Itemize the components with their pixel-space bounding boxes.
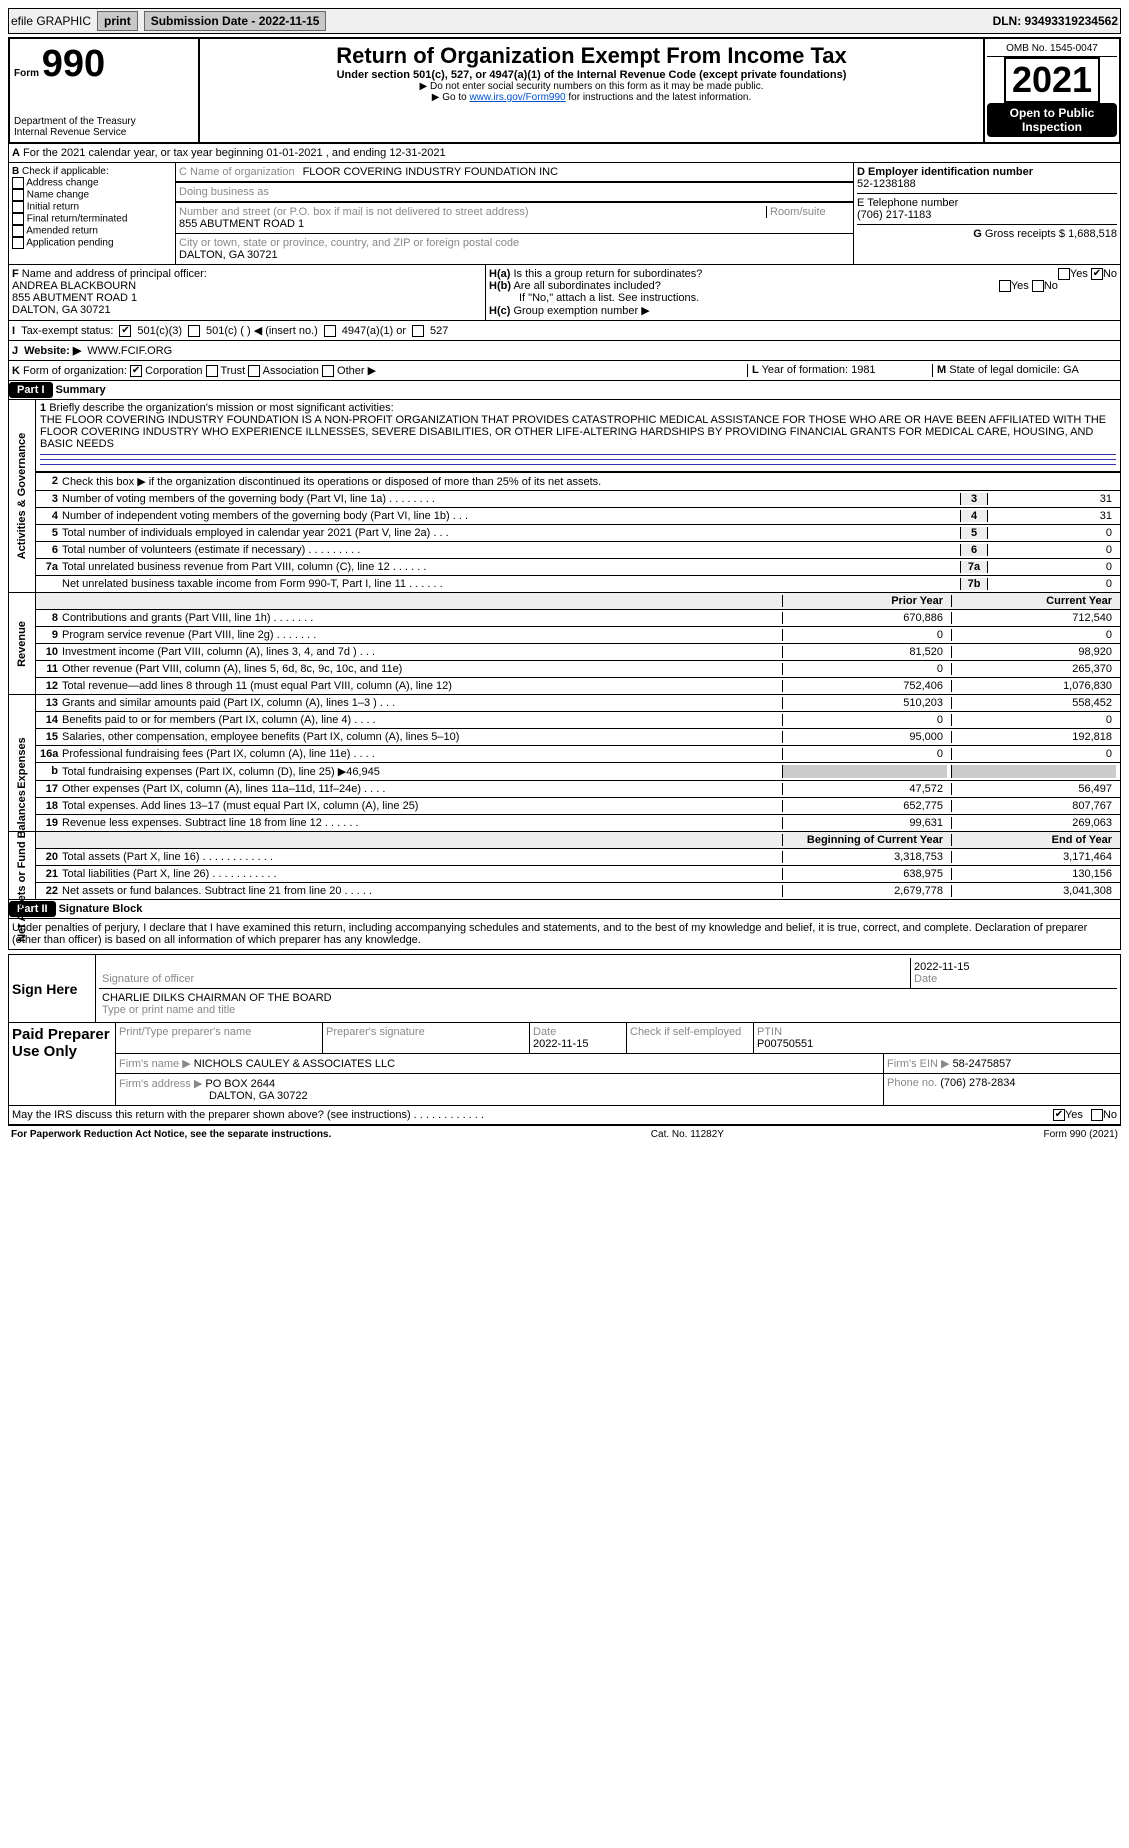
phone: (706) 217-1183 [857,209,931,221]
vtab-revenue: Revenue [9,593,36,694]
tax-year: 2021 [1004,57,1100,103]
subtitle-3: ▶ Go to www.irs.gov/Form990 for instruct… [204,92,979,103]
row-fh: F Name and address of principal officer:… [8,265,1121,321]
row-a: A For the 2021 calendar year, or tax yea… [8,144,1121,163]
box-h: H(a) Is this a group return for subordin… [486,265,1120,320]
irs-link[interactable]: www.irs.gov/Form990 [469,92,565,103]
checkbox-501c3[interactable] [119,325,131,337]
dln: DLN: 93493319234562 [993,14,1118,28]
city: DALTON, GA 30721 [179,249,278,261]
expenses-section: Expenses 13Grants and similar amounts pa… [8,695,1121,832]
row-klm: K Form of organization: Corporation Trus… [8,361,1121,381]
box-b: B Check if applicable: Address change Na… [9,163,176,264]
checkbox-no[interactable] [1091,268,1103,280]
line-19: 19Revenue less expenses. Subtract line 1… [36,814,1120,831]
line-11: 11Other revenue (Part VIII, column (A), … [36,660,1120,677]
line-6: 6Total number of volunteers (estimate if… [36,541,1120,558]
open-inspection: Open to PublicInspection [987,103,1117,137]
checkbox-initial[interactable] [12,201,24,213]
vtab-netassets: Net Assets or Fund Balances [9,832,36,899]
firm-name: NICHOLS CAULEY & ASSOCIATES LLC [194,1058,395,1070]
irs-label: Internal Revenue Service [14,127,194,138]
line-3: 3Number of voting members of the governi… [36,490,1120,507]
paid-preparer-label: Paid Preparer Use Only [9,1023,116,1105]
row-j: J Website: ▶ WWW.FCIF.ORG [8,341,1121,361]
checkbox-amended[interactable] [12,225,24,237]
signature-block: Sign Here Signature of officer2022-11-15… [8,954,1121,1023]
line-14: 14Benefits paid to or for members (Part … [36,711,1120,728]
line-15: 15Salaries, other compensation, employee… [36,728,1120,745]
line-12: 12Total revenue—add lines 8 through 11 (… [36,677,1120,694]
line-2: 2Check this box ▶ if the organization di… [36,472,1120,490]
efile-bar: efile GRAPHIC print Submission Date - 20… [8,8,1121,34]
line-20: 20Total assets (Part X, line 16) . . . .… [36,848,1120,865]
vtab-governance: Activities & Governance [9,400,36,592]
gross-receipts: 1,688,518 [1068,228,1117,240]
subtitle-2: ▶ Do not enter social security numbers o… [204,81,979,92]
firm-ein: 58-2475857 [953,1058,1012,1070]
mission-text: THE FLOOR COVERING INDUSTRY FOUNDATION I… [40,414,1106,450]
line-17: 17Other expenses (Part IX, column (A), l… [36,780,1120,797]
box-defg: D Employer identification number52-12381… [853,163,1120,264]
penalty-statement: Under penalties of perjury, I declare th… [8,919,1121,950]
line-5: 5Total number of individuals employed in… [36,524,1120,541]
governance-section: Activities & Governance 1 Briefly descri… [8,400,1121,593]
sign-here-label: Sign Here [9,955,96,1022]
checkbox-address[interactable] [12,177,24,189]
line-1: 1 Briefly describe the organization's mi… [36,400,1120,472]
line-16b: bTotal fundraising expenses (Part IX, co… [36,762,1120,780]
part-ii-header: Part IISignature Block [8,900,1121,919]
net-col-header: Beginning of Current YearEnd of Year [36,832,1120,848]
line-9: 9Program service revenue (Part VIII, lin… [36,626,1120,643]
section-bcd: B Check if applicable: Address change Na… [8,163,1121,265]
line-18: 18Total expenses. Add lines 13–17 (must … [36,797,1120,814]
line-7a: 7aTotal unrelated business revenue from … [36,558,1120,575]
website: WWW.FCIF.ORG [87,345,172,357]
checkbox-pending[interactable] [12,237,24,249]
omb-number: OMB No. 1545-0047 [987,41,1117,57]
submission-date: Submission Date - 2022-11-15 [144,11,327,31]
firm-phone: (706) 278-2834 [940,1077,1015,1089]
line-8: 8Contributions and grants (Part VIII, li… [36,609,1120,626]
form-word: Form [14,68,39,79]
line-21: 21Total liabilities (Part X, line 26) . … [36,865,1120,882]
col-header: Prior YearCurrent Year [36,593,1120,609]
netassets-section: Net Assets or Fund Balances Beginning of… [8,832,1121,900]
line-16a: 16aProfessional fundraising fees (Part I… [36,745,1120,762]
officer-signature-name: CHARLIE DILKS CHAIRMAN OF THE BOARD [102,992,332,1004]
ein: 52-1238188 [857,178,916,190]
checkbox-discuss-no[interactable] [1091,1109,1103,1121]
line-4: 4Number of independent voting members of… [36,507,1120,524]
page-footer: For Paperwork Reduction Act Notice, see … [8,1125,1121,1143]
line-22: 22Net assets or fund balances. Subtract … [36,882,1120,899]
form-title: Return of Organization Exempt From Incom… [204,43,979,69]
preparer-block: Paid Preparer Use Only Print/Type prepar… [8,1023,1121,1106]
part-i-header: Part ISummary [8,381,1121,400]
line-13: 13Grants and similar amounts paid (Part … [36,695,1120,711]
subtitle-1: Under section 501(c), 527, or 4947(a)(1)… [204,69,979,81]
officer-name: ANDREA BLACKBOURN [12,280,136,292]
checkbox-corp[interactable] [130,365,142,377]
org-name: FLOOR COVERING INDUSTRY FOUNDATION INC [303,166,558,178]
checkbox-name[interactable] [12,189,24,201]
street: 855 ABUTMENT ROAD 1 [179,218,304,230]
efile-graphic: efile GRAPHIC [11,14,91,28]
form-header: Form 990 Department of the Treasury Inte… [8,37,1121,144]
revenue-section: Revenue Prior YearCurrent Year 8Contribu… [8,593,1121,695]
line-7b: Net unrelated business taxable income fr… [36,575,1120,592]
print-button[interactable]: print [97,11,138,31]
checkbox-final[interactable] [12,213,24,225]
ptin: P00750551 [757,1038,813,1050]
line-10: 10Investment income (Part VIII, column (… [36,643,1120,660]
row-i: I Tax-exempt status: 501(c)(3) 501(c) ( … [8,321,1121,341]
checkbox-discuss-yes[interactable] [1053,1109,1065,1121]
may-discuss-row: May the IRS discuss this return with the… [8,1106,1121,1125]
dept-treasury: Department of the Treasury [14,116,194,127]
form-number: 990 [42,43,105,85]
box-c: C Name of organizationFLOOR COVERING IND… [176,163,853,264]
box-f: F Name and address of principal officer:… [9,265,486,320]
